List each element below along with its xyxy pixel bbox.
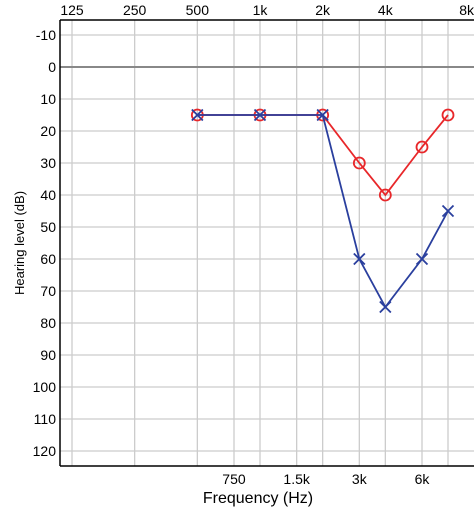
cross-marker: [415, 252, 429, 266]
y-axis-title: Hearing level (dB): [12, 191, 27, 295]
circle-marker: [415, 140, 429, 154]
y-tick-label: 80: [40, 315, 56, 331]
circle-marker: [378, 188, 392, 202]
y-tick-label: 30: [40, 155, 56, 171]
y-tick-label: 20: [40, 123, 56, 139]
x-tick-label-bottom: 6k: [415, 471, 431, 487]
plot-frame: [59, 19, 474, 467]
x-tick-label-top: 250: [123, 2, 147, 18]
series-group: [190, 108, 455, 314]
cross-marker: [253, 108, 267, 122]
x-tick-label-bottom: 1.5k: [283, 471, 310, 487]
x-tick-label-top: 125: [60, 2, 84, 18]
y-tick-label: 60: [40, 251, 56, 267]
x-tick-label-bottom: 3k: [352, 471, 368, 487]
y-tick-label: 40: [40, 187, 56, 203]
grid: [60, 20, 474, 466]
y-tick-label: 100: [33, 379, 57, 395]
cross-marker: [379, 300, 392, 314]
y-tick-label: 70: [40, 283, 56, 299]
x-tick-label-top: 500: [186, 2, 210, 18]
y-tick-label: 120: [33, 443, 57, 459]
y-tick-label: 90: [40, 347, 56, 363]
y-tick-label: -10: [36, 27, 56, 43]
y-tick-label: 10: [40, 91, 56, 107]
x-tick-label-top: 4k: [378, 2, 394, 18]
cross-marker: [441, 204, 455, 218]
cross-marker: [353, 252, 366, 266]
x-tick-label-top: 2k: [315, 2, 331, 18]
cross-marker: [191, 108, 204, 122]
x-tick-label-top: 1k: [253, 2, 269, 18]
series-cross: [191, 108, 455, 314]
circle-marker: [352, 156, 366, 170]
x-axis-title: Frequency (Hz): [203, 490, 313, 507]
x-tick-label-bottom: 750: [222, 471, 246, 487]
cross-marker: [316, 108, 329, 122]
x-tick-label-top: 8k: [459, 2, 474, 18]
y-tick-label: 110: [34, 411, 57, 427]
y-tick-label: 0: [48, 59, 56, 75]
tick-labels: 125 250 500 1k 2k 4k 8k 750 1.5k 3k 6k -10 0 10 20 30 40…: [33, 2, 474, 487]
circle-marker: [441, 108, 455, 122]
y-tick-label: 50: [40, 219, 56, 235]
